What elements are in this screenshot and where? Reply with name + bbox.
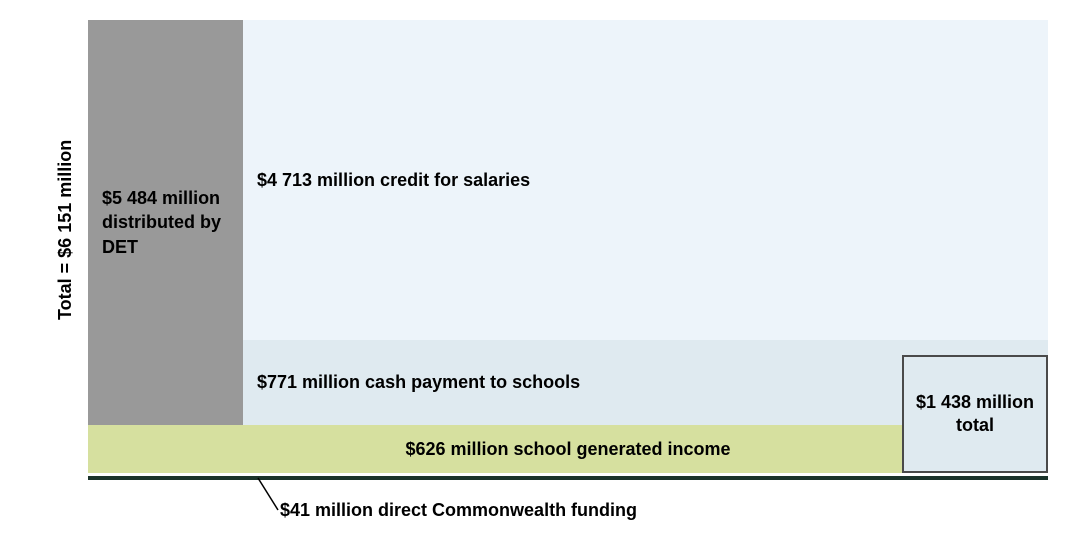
commonwealth-funding-footnote: $41 million direct Commonwealth funding xyxy=(280,500,637,521)
funding-diagram: Total = $6 151 million $5 484 million di… xyxy=(0,0,1078,547)
footnote-leader-line xyxy=(0,0,1078,547)
